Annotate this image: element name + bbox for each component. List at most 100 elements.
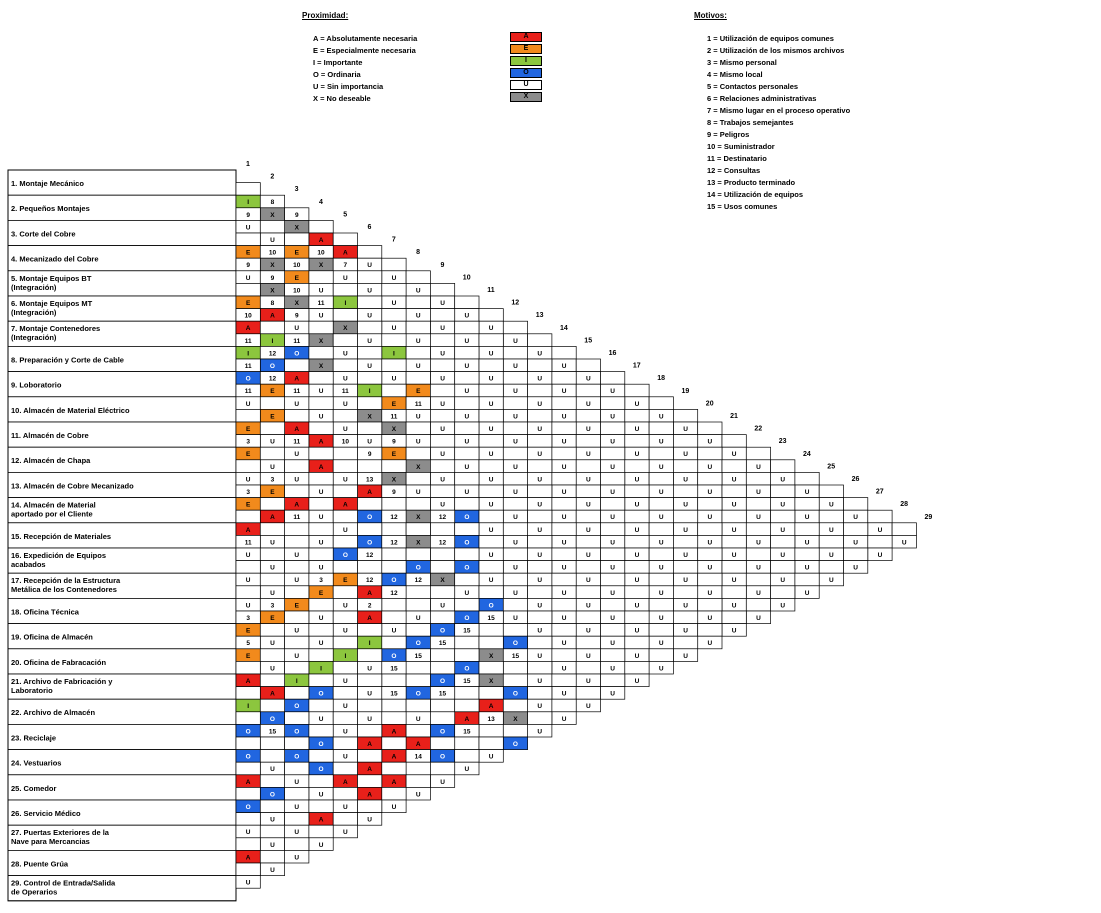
proximity-entry: U = Sin importancia [313,82,384,91]
matrix-cell: 11 U [405,396,431,423]
cell-letter: A [246,678,251,685]
cell-letter: A [343,250,348,257]
cell-letter: U [343,275,348,282]
cell-letter: U [416,413,421,420]
cell-letter: U [586,678,591,685]
cell-letter: U [489,754,494,761]
cell-letter: U [683,527,688,534]
cell-letter: U [464,388,469,395]
cell-letter: U [635,527,640,534]
matrix-cell: U [697,623,723,650]
cell-letter: U [392,376,397,383]
cell-letter: A [367,615,372,622]
cell-letter: U [464,489,469,496]
matrix-cell: I [381,333,407,360]
area-label: 9. Loboratorio [11,381,62,390]
cell-reason: 12 [439,514,447,521]
cell-letter: U [586,653,591,660]
area-label: 15. Recepción de Materiales [11,532,111,541]
matrix-cell: U [332,333,358,360]
matrix-cell: U [697,446,723,473]
cell-letter: U [537,653,542,660]
matrix-cell: U [843,547,869,574]
matrix-cell: U [624,509,650,536]
cell-letter: O [440,628,445,635]
cell-letter: E [295,250,300,257]
cell-letter: U [756,514,761,521]
cell-letter: E [392,451,397,458]
cell-letter: U [853,565,858,572]
matrix-cell: 15 [381,686,407,713]
reason-entry: 9 = Peligros [707,130,750,139]
column-number: 14 [560,325,568,332]
matrix-cell: U [284,635,310,662]
cell-letter: O [464,539,469,546]
cell-reason: 11 [293,514,300,521]
column-number: 19 [682,388,690,395]
area-box [7,396,237,423]
area-box [7,547,237,574]
area-box [7,471,237,498]
cell-letter: U [537,401,542,408]
matrix-cell: U [454,749,480,776]
matrix-cell: U [502,472,528,498]
cell-letter: U [829,527,834,534]
matrix-cell: O [284,686,310,713]
cell-letter: A [319,439,324,446]
cell-reason: 11 [245,539,252,546]
cell-reason: 15 [463,678,471,685]
cell-reason: 15 [463,628,471,635]
matrix-cell: O [235,736,261,763]
matrix-cell: U [332,585,358,612]
cell-letter: U [537,602,542,609]
matrix-cell: O [502,623,528,650]
cell-letter: U [489,325,494,332]
cell-reason: 11 [318,300,325,307]
matrix-cell: U [259,421,285,448]
cell-letter: E [319,590,324,597]
cell-letter: U [610,565,615,572]
cell-letter: A [392,779,397,786]
cell-letter: U [659,439,664,446]
cell-letter: U [367,313,372,320]
matrix-cell: U [600,446,626,473]
cell-letter: O [246,728,251,735]
matrix-cell: 9U [235,207,261,234]
area-box [7,219,237,246]
cell-letter: U [683,476,688,483]
matrix-cell: U [259,648,285,675]
area-label: 19. Oficina de Almacén [11,633,93,642]
matrix-cell: U [478,535,504,561]
cell-letter: U [562,539,567,546]
matrix-cell: U [259,522,285,549]
cell-letter: X [319,338,324,345]
matrix-cell: A [357,774,383,801]
cell-letter: U [513,464,518,471]
area-label: 24. Vestuarios [11,759,61,768]
cell-letter: U [635,426,640,433]
matrix-cell: E [284,585,310,612]
cell-letter: A [367,791,372,798]
matrix-cell: U [745,572,771,599]
cell-letter: U [489,476,494,483]
cell-letter: U [246,577,251,584]
cell-reason: 9 [392,489,396,496]
area-box [7,194,237,221]
cell-letter: U [270,565,275,572]
area-box [7,345,237,372]
matrix-cell: U [308,824,334,851]
matrix-cell: U [502,371,528,398]
cell-letter: U [537,502,542,509]
cell-letter: U [513,413,518,420]
cell-reason: 11 [245,338,252,345]
matrix-cell: 9U [235,257,261,284]
matrix-cell: U [308,774,334,801]
matrix-cell: U [527,509,553,536]
column-number: 1 [246,161,250,168]
cell-letter: U [319,388,324,395]
matrix-cell: U [551,421,577,448]
area-box [7,623,237,650]
matrix-cell: U [673,459,699,486]
cell-letter: U [732,628,737,635]
